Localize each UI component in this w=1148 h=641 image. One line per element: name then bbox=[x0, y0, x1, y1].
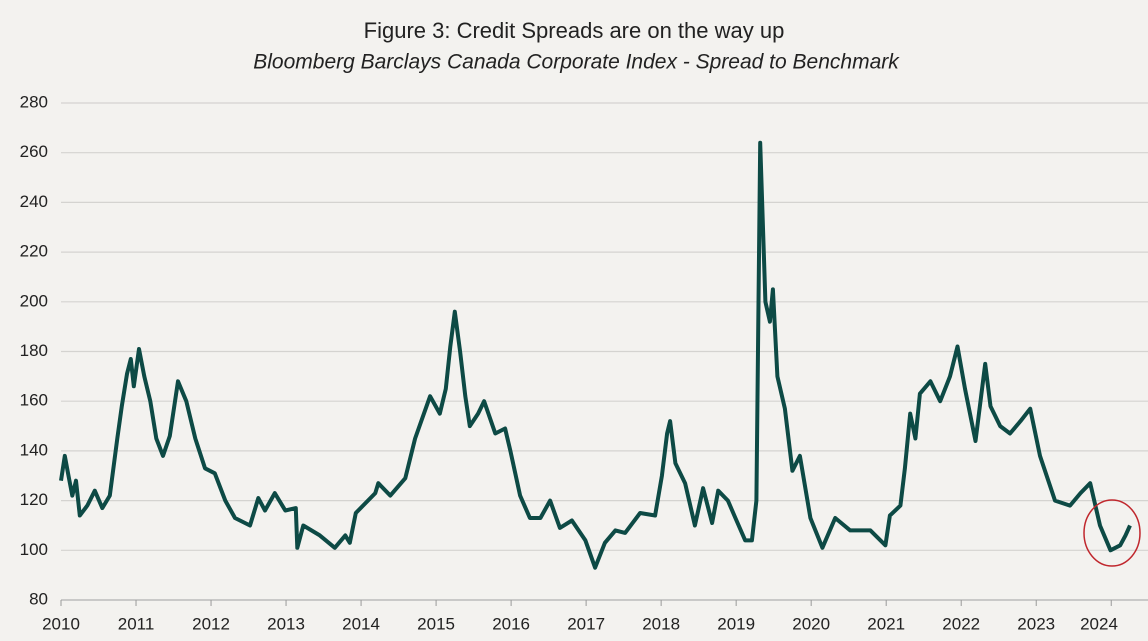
series-line bbox=[59, 140, 1132, 570]
x-tick-label: 2013 bbox=[267, 614, 305, 633]
chart-subtitle: Bloomberg Barclays Canada Corporate Inde… bbox=[253, 51, 900, 74]
x-tick-label: 2022 bbox=[942, 614, 980, 633]
y-tick-label: 180 bbox=[20, 341, 48, 360]
x-tick-label: 2015 bbox=[417, 614, 455, 633]
chart-title: Figure 3: Credit Spreads are on the way … bbox=[364, 18, 785, 43]
x-tick-label: 2010 bbox=[42, 614, 80, 633]
y-tick-label: 160 bbox=[20, 391, 48, 410]
y-tick-label: 120 bbox=[20, 490, 48, 509]
x-tick-label: 2018 bbox=[642, 614, 680, 633]
x-tick-label: 2016 bbox=[492, 614, 530, 633]
y-tick-label: 240 bbox=[20, 192, 48, 211]
y-tick-label: 140 bbox=[20, 440, 48, 459]
y-tick-label: 220 bbox=[20, 242, 48, 261]
y-tick-label: 80 bbox=[29, 589, 48, 608]
plot bbox=[59, 140, 1132, 570]
x-tick-label: 2012 bbox=[192, 614, 230, 633]
x-tick-label: 2017 bbox=[567, 614, 605, 633]
x-tick-label: 2021 bbox=[867, 614, 905, 633]
x-tick-label: 2023 bbox=[1017, 614, 1055, 633]
x-tick-label: 2019 bbox=[717, 614, 755, 633]
highlight-circle bbox=[1083, 499, 1141, 567]
x-tick-label: 2011 bbox=[118, 614, 155, 633]
y-tick-label: 280 bbox=[20, 92, 48, 111]
x-tick-label: 2014 bbox=[342, 614, 380, 633]
y-tick-label: 200 bbox=[20, 291, 48, 310]
x-tick-label: 2020 bbox=[792, 614, 830, 633]
y-tick-label: 260 bbox=[20, 142, 48, 161]
grid: 80 100 120 140 160 180 200 220 240 260 280 2010 2011… bbox=[20, 92, 1148, 633]
y-tick-label: 100 bbox=[20, 540, 48, 559]
x-tick-label: 2024 bbox=[1080, 614, 1118, 633]
